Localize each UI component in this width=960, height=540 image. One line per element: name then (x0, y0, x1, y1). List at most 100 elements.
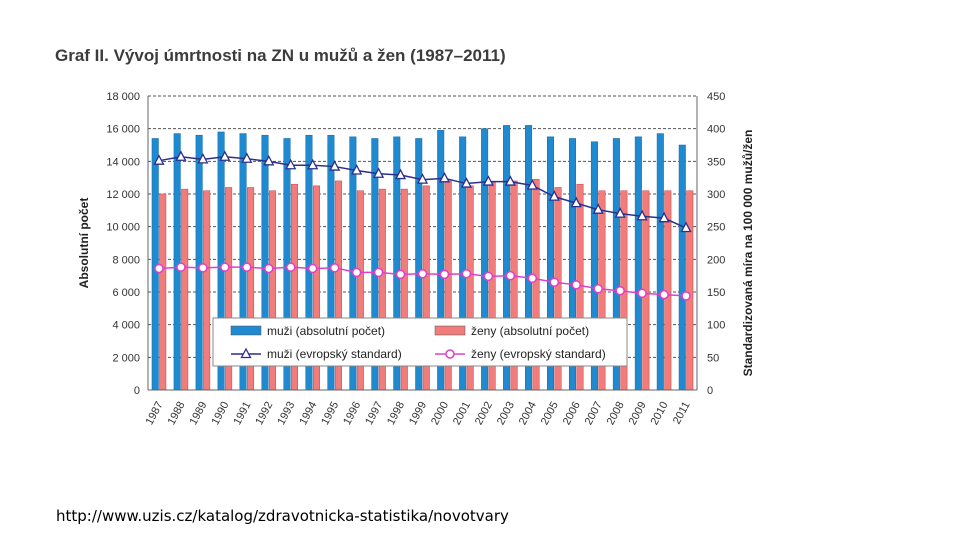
x-tick-label: 1992 (253, 400, 275, 427)
x-tick-label: 2002 (473, 400, 495, 427)
x-tick-label: 2009 (627, 400, 649, 427)
point-men-std (197, 152, 209, 164)
x-tick-label: 1998 (385, 400, 407, 427)
point-women-std (198, 263, 208, 273)
point-women-std (373, 267, 384, 278)
bar-women (159, 193, 167, 391)
point-men-std (285, 158, 297, 170)
x-tick-label: 1997 (363, 400, 385, 427)
point-men-std (416, 173, 429, 184)
y-right-tick-label: 200 (707, 254, 725, 266)
point-women-std (329, 263, 340, 273)
y-right-tick-label: 250 (707, 222, 725, 234)
x-tick-label: 2005 (539, 400, 561, 427)
point-men-std (241, 152, 253, 163)
point-men-std (351, 164, 363, 175)
chart-title: Graf II. Vývoj úmrtnosti na ZN u mužů a … (55, 46, 506, 65)
point-men-std (592, 203, 604, 214)
point-women-std (417, 268, 428, 279)
point-women-std (351, 267, 362, 278)
legend-label: ženy (absolutní počet) (471, 324, 589, 338)
y-right-tick-label: 150 (707, 287, 725, 299)
x-tick-label: 1996 (341, 400, 363, 427)
point-women-std (285, 262, 296, 272)
point-women-std (593, 283, 603, 294)
y-right-tick-label: 300 (707, 189, 725, 201)
y-right-tick-label: 450 (707, 91, 725, 103)
point-men-std (438, 171, 451, 183)
point-women-std (659, 289, 669, 300)
y-left-tick-label: 6 000 (112, 287, 140, 299)
x-tick-label: 1988 (165, 400, 187, 427)
x-tick-label: 2000 (429, 400, 451, 427)
point-men-std (570, 196, 582, 208)
point-women-std (242, 262, 252, 272)
point-women-std (571, 280, 581, 290)
x-tick-label: 1999 (407, 400, 429, 427)
y-left-tick-label: 2 000 (112, 352, 140, 364)
x-tick-label: 2011 (671, 400, 693, 427)
y-left-tick-label: 0 (134, 385, 140, 397)
x-tick-label: 2008 (605, 400, 627, 427)
point-women-std (439, 269, 450, 280)
y-right-tick-label: 350 (707, 156, 725, 168)
legend-swatch (434, 325, 466, 336)
point-men-std (658, 211, 670, 223)
y-left-tick-label: 10 000 (106, 222, 140, 234)
bar-men (173, 133, 181, 391)
source-url[interactable]: http://www.uzis.cz/katalog/zdravotnicka-… (56, 507, 509, 525)
bar-men (656, 133, 664, 391)
point-men-std (636, 209, 648, 221)
x-tick-label: 2001 (451, 400, 473, 427)
x-tick-label: 1995 (319, 400, 341, 427)
point-men-std (504, 175, 516, 186)
point-men-std (175, 150, 187, 161)
point-men-std (153, 154, 165, 165)
x-tick-label: 1990 (209, 400, 231, 427)
point-women-std (637, 288, 647, 299)
y-left-tick-label: 8 000 (112, 254, 140, 266)
point-men-std (460, 177, 472, 188)
y-left-tick-label: 18 000 (106, 91, 140, 103)
point-women-std (549, 277, 560, 287)
point-men-std (373, 167, 385, 178)
bar-men (634, 136, 642, 391)
x-tick-label: 1989 (187, 400, 209, 427)
legend-marker (240, 347, 252, 359)
legend-swatch (230, 325, 262, 336)
legend-label: muži (evropský standard) (267, 347, 402, 361)
bar-women (686, 190, 694, 391)
y-left-tick-label: 12 000 (106, 189, 140, 201)
y-right-tick-label: 400 (707, 124, 725, 136)
x-tick-label: 1994 (297, 400, 319, 427)
x-tick-label: 1993 (275, 400, 297, 427)
point-women-std (307, 263, 318, 274)
y-left-tick-label: 4 000 (112, 320, 140, 332)
point-women-std (264, 263, 274, 274)
point-men-std (329, 160, 341, 171)
point-men-std (680, 221, 692, 233)
point-women-std (395, 269, 406, 280)
point-men-std (394, 168, 407, 180)
x-tick-label: 2004 (517, 400, 539, 427)
y-left-tick-label: 16 000 (106, 124, 140, 136)
bar-women (203, 190, 211, 391)
x-tick-label: 2010 (649, 400, 671, 427)
bar-men (195, 134, 203, 391)
legend-label: ženy (evropský standard) (471, 347, 606, 361)
x-tick-label: 2003 (495, 400, 517, 427)
point-men-std (614, 207, 626, 218)
point-women-std (176, 262, 186, 272)
y-left-axis-title: Absolutní počet (77, 198, 91, 289)
x-tick-label: 1987 (144, 400, 166, 427)
y-right-tick-label: 50 (707, 352, 719, 364)
y-left-tick-label: 14 000 (106, 156, 140, 168)
y-right-tick-label: 0 (707, 385, 713, 397)
point-women-std (220, 262, 230, 272)
point-women-std (527, 273, 538, 284)
point-men-std (219, 150, 231, 161)
y-right-axis-title: Standardizovaná míra na 100 000 mužů/žen (741, 130, 755, 377)
bar-men (678, 144, 686, 391)
legend-box (212, 317, 628, 367)
x-tick-label: 2006 (561, 400, 583, 427)
